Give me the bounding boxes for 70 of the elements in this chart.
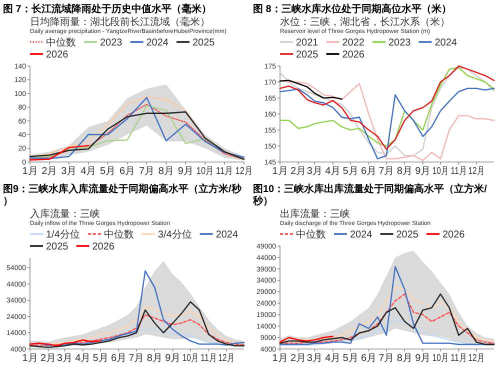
legend-label: 2021 <box>296 38 319 48</box>
x-tick-label: 4月 <box>325 166 341 177</box>
x-tick-label: 2月 <box>290 353 306 364</box>
x-tick-label: 6月 <box>360 353 377 364</box>
x-tick-label: 4月 <box>325 353 341 364</box>
legend-label: 2024 <box>146 38 169 48</box>
x-tick-label: 6月 <box>110 353 127 364</box>
x-tick-label: 1月 <box>272 166 288 177</box>
legend-label: 2024 <box>350 230 373 240</box>
x-tick-label: 7月 <box>128 353 144 364</box>
x-tick-label: 7月 <box>138 166 155 177</box>
legend-label: 2026 <box>92 242 115 252</box>
x-tick-label: 8月 <box>396 166 412 177</box>
x-tick-label: 3月 <box>56 353 72 364</box>
line-series <box>29 314 245 346</box>
x-tick-label: 2月 <box>290 166 306 177</box>
x-tick-label: 9月 <box>415 353 431 364</box>
x-tick-label: 4月 <box>75 353 91 364</box>
x-tick-label: 7月 <box>378 353 394 364</box>
x-tick-label: 1月 <box>272 353 288 364</box>
legend-label: 2024 <box>216 230 238 240</box>
x-tick-label: 4月 <box>80 166 96 177</box>
x-tick-label: 2月 <box>40 353 56 364</box>
legend-label: 中位数 <box>296 228 326 240</box>
x-tick-label: 9月 <box>415 166 431 177</box>
x-tick-label: 9月 <box>165 353 181 364</box>
x-tick-label: 3月 <box>306 353 322 364</box>
legend-label: 3/4分位 <box>158 228 192 240</box>
x-tick-label: 1月 <box>22 353 38 364</box>
x-tick-label: 2月 <box>42 166 58 177</box>
legend-label: 中位数 <box>104 228 134 240</box>
legend-label: 2025 <box>192 38 216 48</box>
line-series <box>29 144 90 161</box>
legend-label: 2026 <box>342 50 365 60</box>
x-tick-label: 6月 <box>360 166 377 177</box>
legend-label: 2025 <box>396 230 419 240</box>
x-tick-label: 3月 <box>61 166 77 177</box>
legend-label: 2026 <box>46 50 69 60</box>
legend-label: 1/4分位 <box>46 228 80 240</box>
x-tick-label: 8月 <box>158 166 174 177</box>
line-series <box>279 80 342 100</box>
chart-title: 图 7：长江流域降雨处于历史中值水平（毫米） <box>3 3 212 15</box>
chart-title: 图9：三峡水库入库流量处于同期偏高水平（立方米/秒） <box>3 183 242 207</box>
x-tick-label: 7月 <box>378 166 394 177</box>
legend-label: 中位数 <box>46 36 76 48</box>
chart-title: 图10：三峡水库出库流量处于同期偏高水平（立方米/秒） <box>252 183 488 207</box>
legend-label: 2022 <box>342 38 365 48</box>
x-tick-label: 12月 <box>468 353 490 364</box>
x-tick-label: 1月 <box>22 166 38 177</box>
x-tick-label: 8月 <box>396 353 412 364</box>
x-tick-label: 12月 <box>235 166 256 177</box>
x-tick-label: 9月 <box>178 166 194 177</box>
legend-label: 2023 <box>100 38 123 48</box>
x-tick-label: 8月 <box>146 353 162 364</box>
legend-label: 2025 <box>296 50 319 60</box>
legend-label: 2026 <box>442 230 466 240</box>
x-tick-label: 10月 <box>196 166 218 177</box>
x-tick-label: 6月 <box>119 166 136 177</box>
x-tick-label: 5月 <box>92 353 108 364</box>
legend-label: 2025 <box>46 242 69 252</box>
x-tick-label: 12月 <box>468 166 490 177</box>
x-tick-label: 11月 <box>216 166 236 177</box>
chart-title: 图 8：三峡水库水位处于同期高位水平（米） <box>253 3 452 15</box>
legend-label: 2023 <box>388 38 412 48</box>
x-tick-label: 3月 <box>306 166 322 177</box>
x-tick-label: 5月 <box>342 353 358 364</box>
legend-label: 2024 <box>434 38 458 48</box>
x-tick-label: 12月 <box>218 353 240 364</box>
x-tick-label: 5月 <box>100 166 116 177</box>
x-tick-label: 5月 <box>342 166 358 177</box>
